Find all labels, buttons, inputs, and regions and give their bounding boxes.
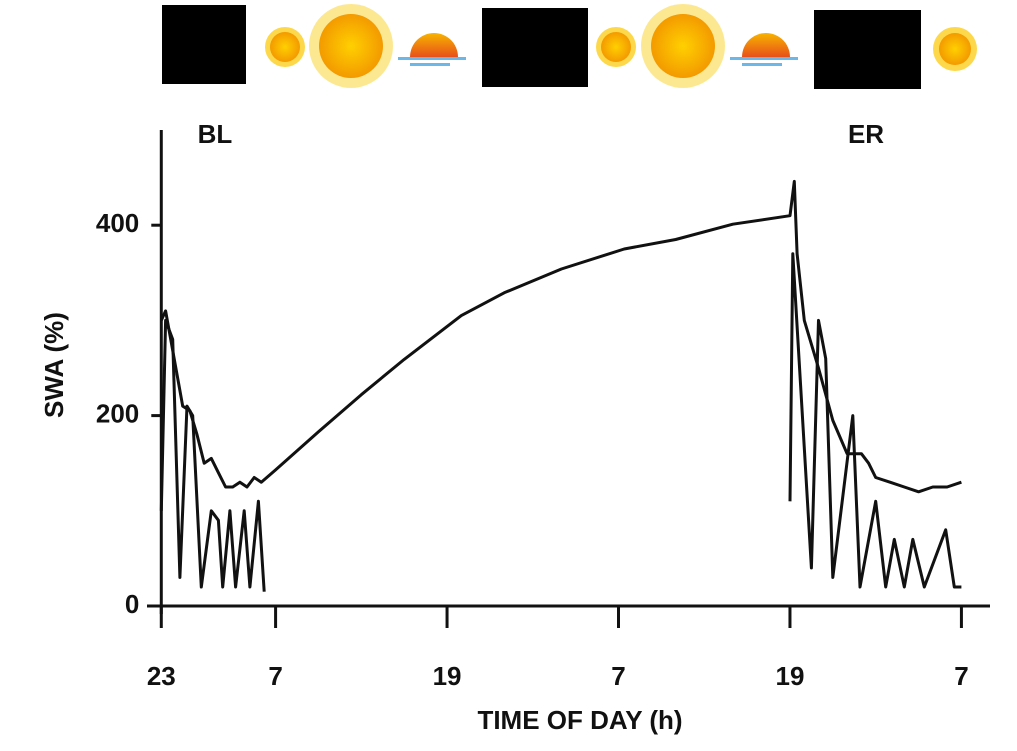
annotation: ER (848, 119, 884, 149)
page: BL ER SWA (%) TIME OF DAY (h) 0 200 400 23 7… (0, 0, 1017, 751)
y-axis-label: SWA (%) (39, 312, 69, 418)
x-tick-label: 23 (147, 661, 176, 691)
chart: BL ER SWA (%) TIME OF DAY (h) 0 200 400 23 7… (0, 0, 1017, 746)
x-tick-label: 19 (433, 661, 462, 691)
annotation: BL (198, 119, 233, 149)
data-line (161, 181, 961, 491)
x-axis-label: TIME OF DAY (h) (477, 705, 682, 735)
y-tick-label: 400 (96, 208, 139, 238)
data-line (161, 254, 961, 592)
x-tick-label: 7 (268, 661, 282, 691)
x-tick-label: 19 (776, 661, 805, 691)
day-night-icons (162, 4, 977, 89)
x-tick-label: 7 (954, 661, 968, 691)
y-tick-label: 200 (96, 398, 139, 428)
x-tick-label: 7 (611, 661, 625, 691)
y-tick-label: 0 (125, 589, 139, 619)
